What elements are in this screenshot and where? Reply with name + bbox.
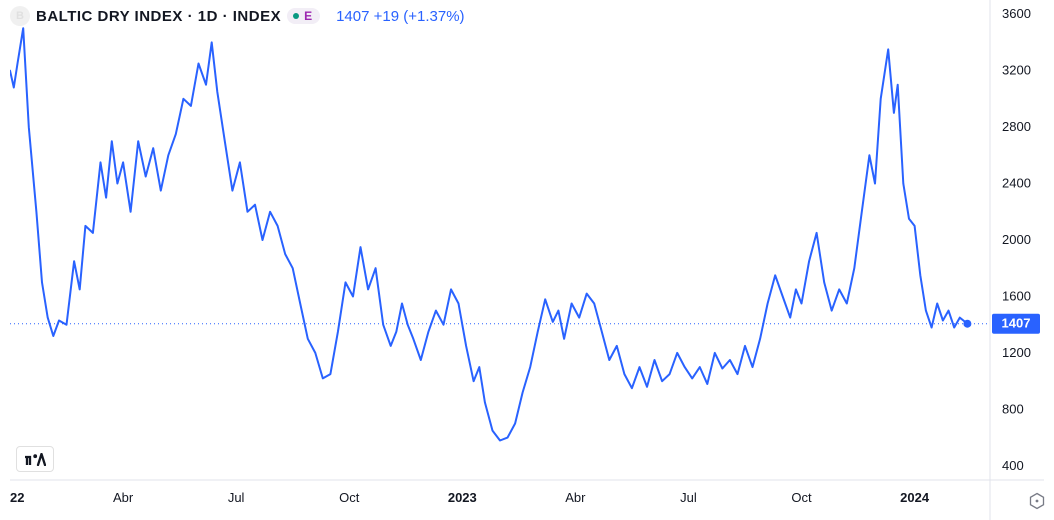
y-axis-label: 2400 bbox=[1002, 176, 1031, 191]
x-axis-label: Jul bbox=[680, 490, 697, 505]
x-axis-label: Abr bbox=[565, 490, 586, 505]
symbol-title[interactable]: BALTIC DRY INDEX · 1D · INDEX bbox=[36, 8, 281, 25]
x-axis-label: 2023 bbox=[448, 490, 477, 505]
y-axis-label: 3600 bbox=[1002, 6, 1031, 21]
price-line bbox=[10, 28, 967, 440]
y-axis-label: 400 bbox=[1002, 458, 1024, 473]
x-axis-label: Oct bbox=[339, 490, 360, 505]
chart-header: B BALTIC DRY INDEX · 1D · INDEX E 1407 +… bbox=[10, 6, 465, 26]
chart-area[interactable]: 400 800 1200 1600 2000 2400 2800 3200 3600 2022 Ab… bbox=[10, 0, 1044, 520]
market-status-pill: E bbox=[287, 8, 320, 24]
y-axis-label: 2000 bbox=[1002, 232, 1031, 247]
y-axis-label: 1200 bbox=[1002, 345, 1031, 360]
last-price: 1407 bbox=[336, 8, 369, 25]
last-price-dot-icon bbox=[963, 320, 971, 328]
y-axis-label: 2800 bbox=[1002, 119, 1031, 134]
x-axis-label: Abr bbox=[113, 490, 134, 505]
price-change-pct: (+1.37%) bbox=[403, 8, 464, 25]
tradingview-logo-icon[interactable] bbox=[16, 446, 54, 472]
price-change: +19 bbox=[374, 8, 399, 25]
price-chart-svg: 400 800 1200 1600 2000 2400 2800 3200 3600 2022 Ab… bbox=[10, 0, 1044, 520]
symbol-logo-badge[interactable]: B bbox=[10, 6, 30, 26]
y-axis-label: 3200 bbox=[1002, 63, 1031, 78]
quote-block: 1407 +19 (+1.37%) bbox=[336, 8, 464, 25]
y-axis-label: 1600 bbox=[1002, 288, 1031, 303]
market-status-letter: E bbox=[304, 9, 312, 23]
x-axis-label: Oct bbox=[791, 490, 812, 505]
market-status-dot-icon bbox=[293, 13, 299, 19]
x-axis-label: Jul bbox=[228, 490, 245, 505]
y-axis-label: 800 bbox=[1002, 401, 1024, 416]
settings-hex-icon[interactable] bbox=[1028, 492, 1046, 510]
x-axis-label: 2022 bbox=[10, 490, 24, 505]
x-axis-label: 2024 bbox=[900, 490, 930, 505]
price-label-text: 1407 bbox=[1002, 316, 1031, 331]
